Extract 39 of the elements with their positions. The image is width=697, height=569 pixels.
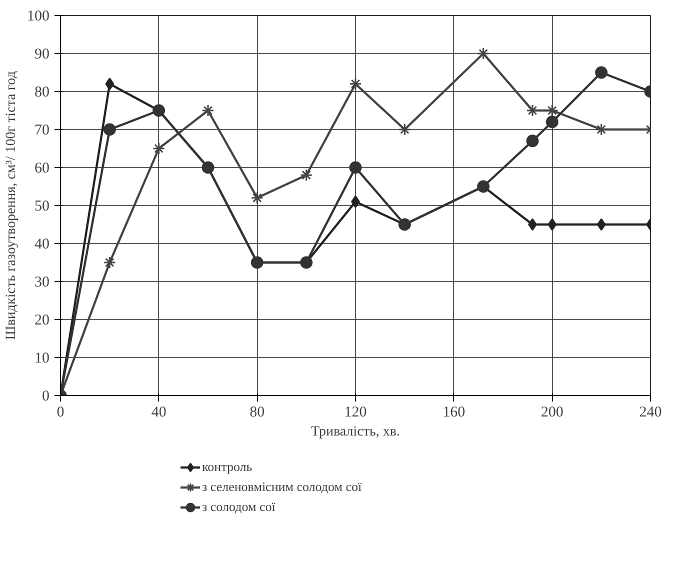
- point: [250, 192, 264, 204]
- point: [398, 123, 411, 136]
- y-tick-label: 90: [34, 46, 50, 62]
- point: [103, 256, 116, 269]
- point: [300, 168, 313, 182]
- x-tick-label: 80: [250, 404, 265, 420]
- x-tick-label: 120: [344, 404, 367, 420]
- y-tick-label: 60: [34, 160, 50, 176]
- y-tick-label: 70: [34, 122, 50, 138]
- legend-label: з солодом сої: [202, 499, 276, 515]
- point: [349, 78, 362, 90]
- y-tick-label: 100: [27, 8, 50, 24]
- y-tick-label: 50: [34, 198, 50, 214]
- point: [103, 123, 116, 136]
- y-tick-label: 20: [34, 312, 50, 328]
- y-tick-label: 80: [34, 84, 50, 100]
- point: [477, 47, 490, 60]
- y-tick-label: 40: [34, 236, 50, 252]
- point: [349, 161, 362, 174]
- x-tick-label: 160: [442, 404, 466, 420]
- y-tick-label: 10: [34, 350, 50, 366]
- x-tick-label: 240: [639, 404, 662, 420]
- x-axis-title: Тривалість, хв.: [311, 424, 400, 440]
- legend-label: з селеновмісним солодом сої: [202, 479, 362, 495]
- point: [526, 134, 539, 148]
- point: [202, 104, 214, 117]
- x-tick-label: 40: [151, 404, 166, 420]
- point: [152, 142, 166, 155]
- point: [548, 218, 557, 231]
- point: [596, 218, 606, 231]
- point: [595, 66, 608, 79]
- point: [546, 116, 558, 128]
- point: [105, 78, 114, 90]
- x-tick-label: 0: [56, 404, 64, 420]
- y-tick-label: 0: [42, 388, 50, 404]
- y-tick-label: 30: [34, 274, 50, 290]
- x-tick-label: 200: [540, 404, 564, 420]
- y-axis-title: Швидкість газоутворення, см³/ 100г тіста год: [4, 71, 19, 340]
- legend-label: контроль: [202, 459, 252, 475]
